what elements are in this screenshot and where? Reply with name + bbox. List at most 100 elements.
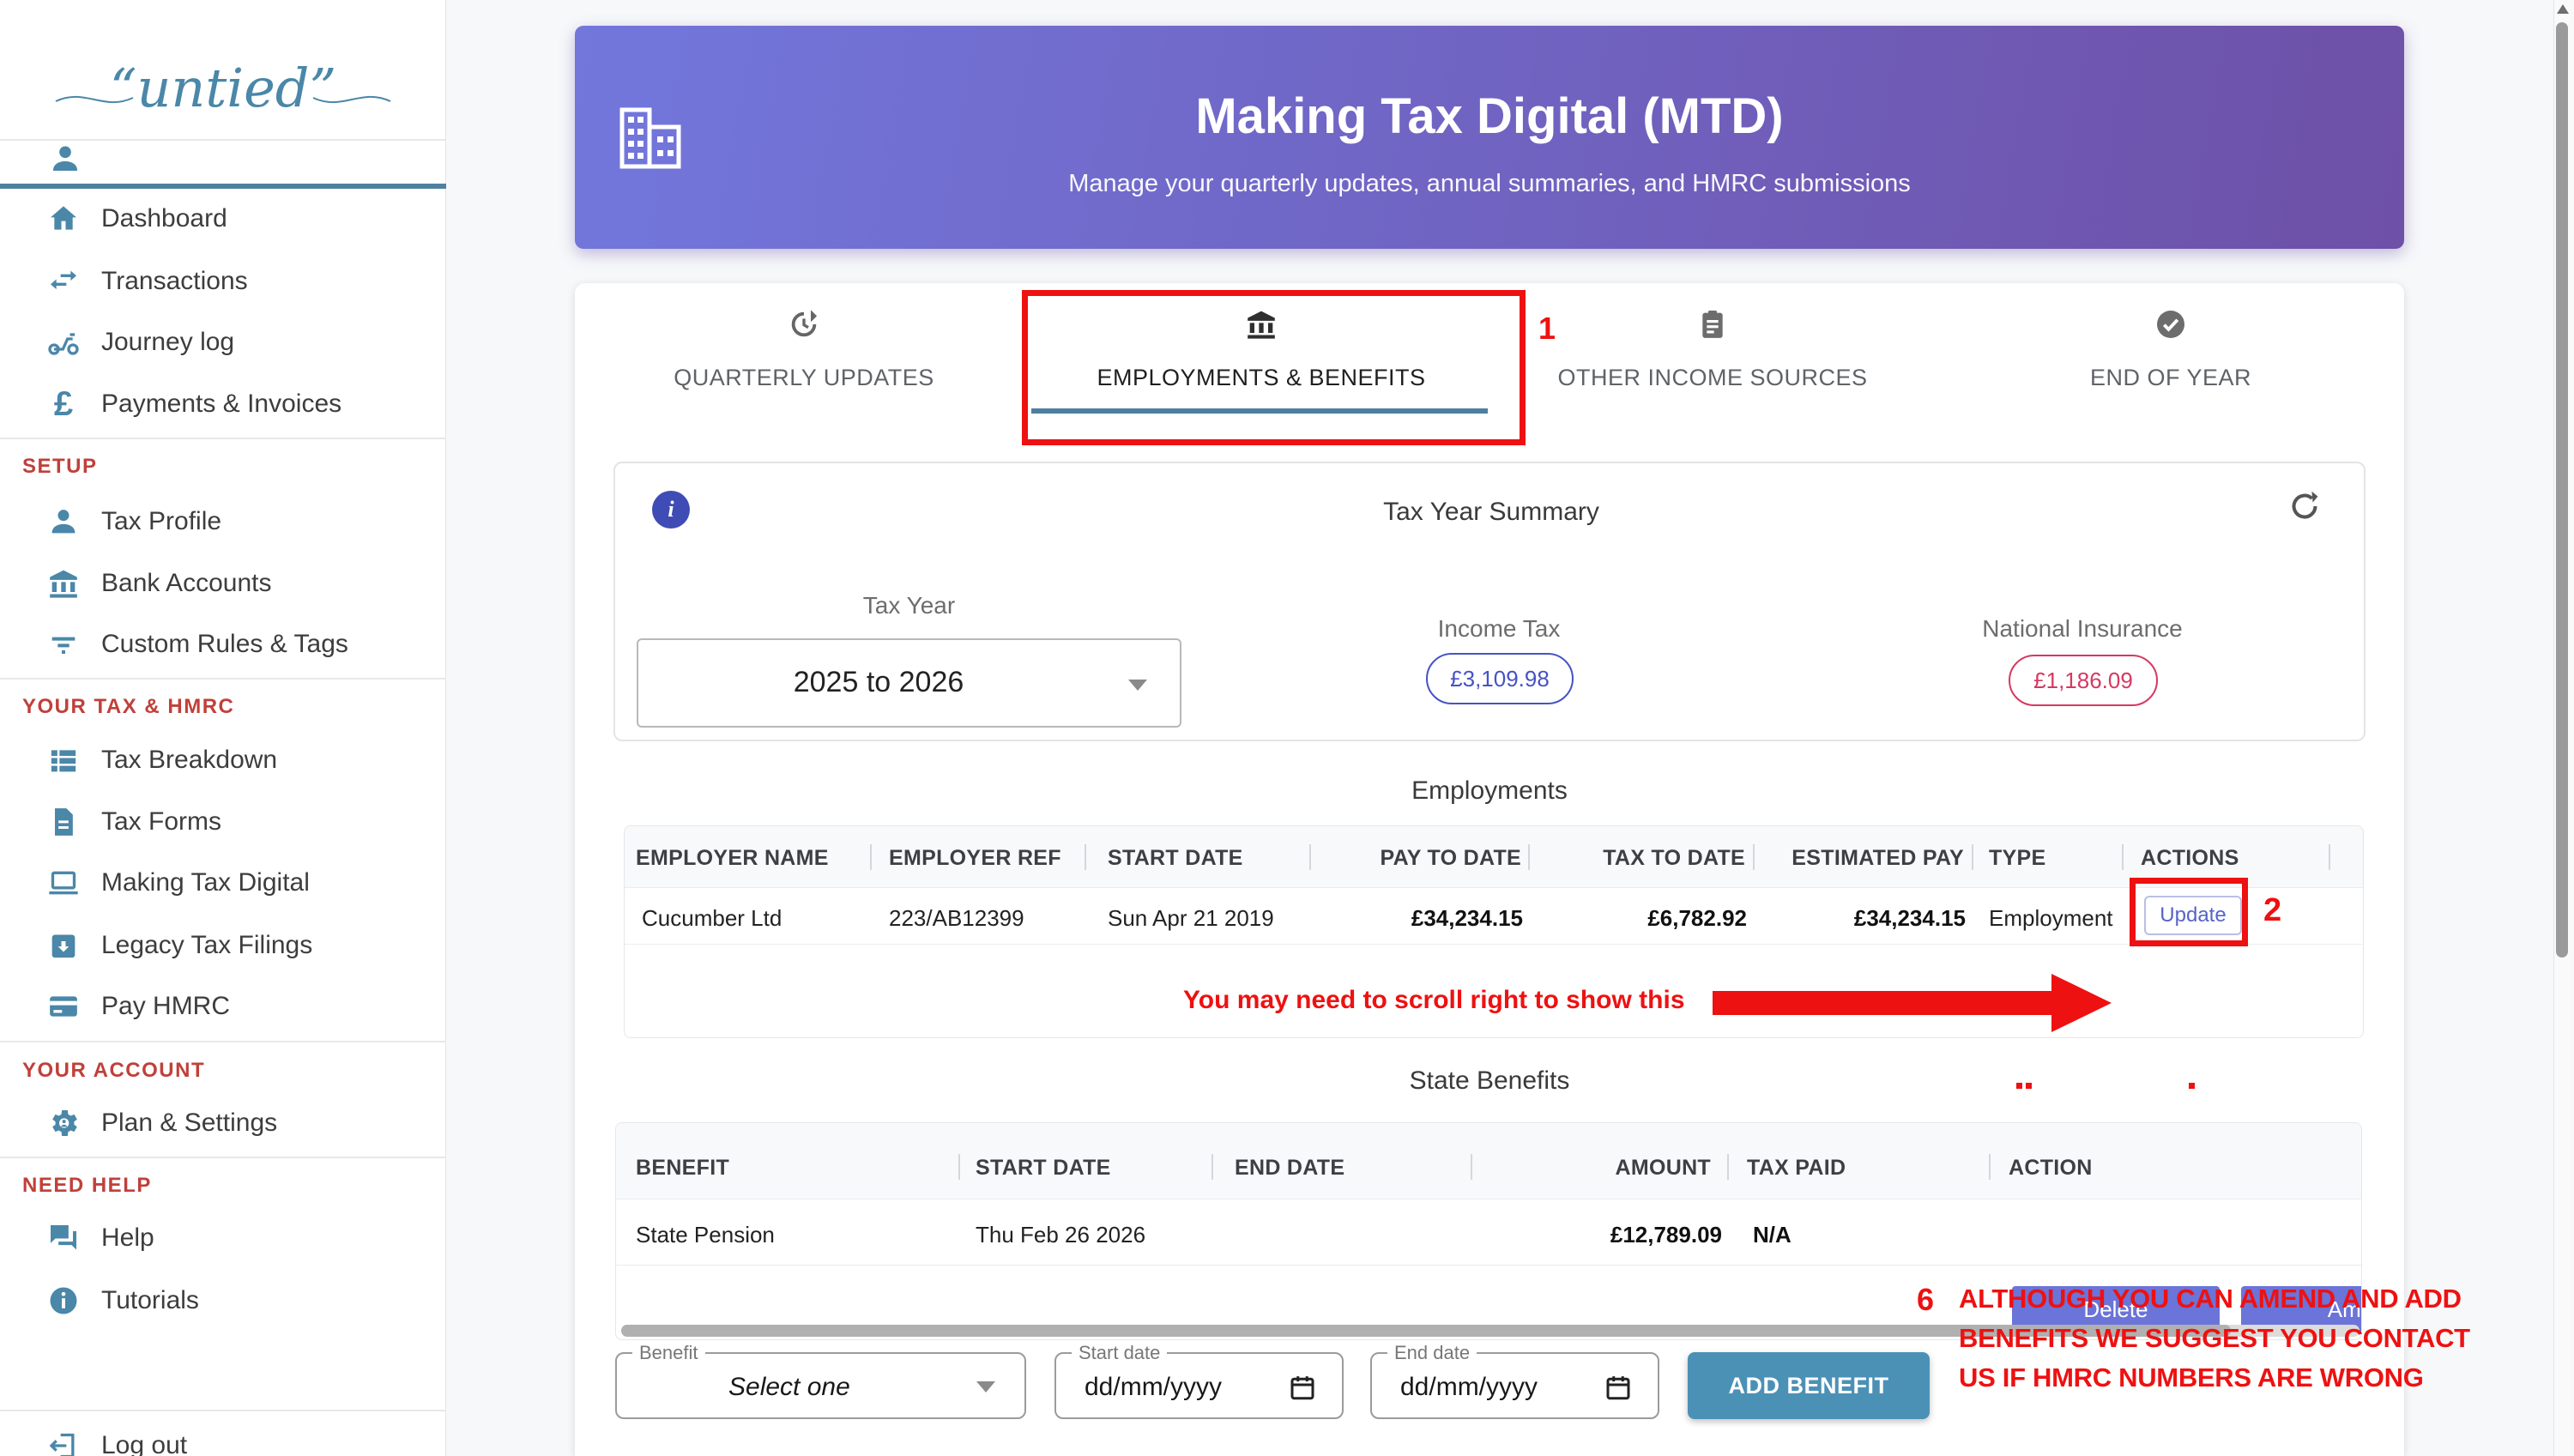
end-date-field[interactable]: End date dd/mm/yyyy — [1370, 1342, 1659, 1419]
income-tax-value: £3,109.98 — [1450, 665, 1550, 692]
column-header[interactable]: TYPE — [1989, 846, 2046, 870]
horizontal-scrollbar-thumb[interactable] — [621, 1325, 2231, 1337]
sidebar-item-custom-rules-tags[interactable]: Custom Rules & Tags — [0, 613, 446, 675]
cell-start-date: Thu Feb 26 2026 — [976, 1222, 1146, 1248]
column-header[interactable]: BENEFIT — [636, 1156, 730, 1180]
annotation-step-2: 2 — [2263, 892, 2282, 928]
column-header[interactable]: TAX PAID — [1747, 1156, 1846, 1180]
section-header-your-account: YOUR ACCOUNT — [22, 1059, 206, 1082]
benefit-select-field[interactable]: Benefit Select one — [615, 1342, 1026, 1419]
user-avatar-icon[interactable] — [47, 141, 83, 181]
logout-icon — [45, 1427, 82, 1456]
sidebar-item-bank-accounts[interactable]: Bank Accounts — [0, 553, 446, 614]
untied-logo: “untied” — [55, 57, 391, 119]
person-icon — [45, 503, 82, 541]
sidebar-item-journey-log[interactable]: Journey log — [0, 311, 446, 373]
annotation-note-line: BENEFITS WE SUGGEST YOU CONTACT — [1959, 1323, 2470, 1353]
end-date-value: dd/mm/yyyy — [1400, 1373, 1538, 1401]
divider — [0, 1157, 446, 1158]
employments-table: EMPLOYER NAME EMPLOYER REF START DATE PA… — [624, 825, 2364, 1038]
sidebar-item-tutorials[interactable]: Tutorials — [0, 1270, 446, 1332]
divider — [0, 438, 446, 439]
state-benefits-title: State Benefits — [1409, 1066, 1570, 1095]
column-divider — [1211, 1154, 1213, 1180]
cell-amount: £12,789.09 — [1610, 1222, 1722, 1248]
annotation-box-tab — [1022, 290, 1526, 445]
swap-arrows-icon — [45, 263, 82, 300]
tax-year-select[interactable]: 2025 to 2026 — [637, 638, 1181, 728]
column-divider — [1972, 844, 1973, 870]
sidebar-item-tax-forms[interactable]: Tax Forms — [0, 791, 446, 853]
sidebar-item-transactions[interactable]: Transactions — [0, 251, 446, 312]
clipboard-icon — [1695, 307, 1730, 341]
table-row: Cucumber Ltd 223/AB12399 Sun Apr 21 2019… — [625, 888, 2363, 945]
red-mark — [2026, 1083, 2032, 1089]
column-header[interactable]: ESTIMATED PAY — [1792, 846, 1964, 870]
tab-end-of-year[interactable]: END OF YEAR — [1956, 283, 2385, 438]
column-header[interactable]: EMPLOYER REF — [889, 846, 1061, 870]
scrollbar-up-arrow-icon[interactable] — [2557, 4, 2569, 14]
sidebar-item-help[interactable]: Help — [0, 1207, 446, 1269]
column-header[interactable]: ACTIONS — [2141, 846, 2239, 870]
national-insurance-label: National Insurance — [1982, 615, 2183, 642]
update-button[interactable]: Update — [2144, 896, 2242, 935]
tax-year-summary-card: i Tax Year Summary Tax Year 2025 to 2026… — [613, 462, 2366, 741]
national-insurance-badge: £1,186.09 — [2009, 655, 2158, 706]
sidebar-item-tax-breakdown[interactable]: Tax Breakdown — [0, 729, 446, 791]
cell-type: Employment — [1989, 905, 2113, 931]
sidebar-item-logout[interactable]: Log out — [0, 1415, 446, 1456]
divider — [0, 139, 446, 141]
vertical-scrollbar-thumb[interactable] — [2556, 22, 2568, 958]
column-divider — [2329, 844, 2330, 870]
cell-benefit: State Pension — [636, 1222, 775, 1248]
tab-other-income-sources[interactable]: OTHER INCOME SOURCES — [1498, 283, 1927, 438]
start-date-label: Start date — [1072, 1342, 1168, 1364]
column-divider — [1085, 844, 1086, 870]
refresh-icon[interactable] — [2286, 487, 2323, 525]
income-tax-badge: £3,109.98 — [1426, 653, 1574, 704]
tab-quarterly-updates[interactable]: QUARTERLY UPDATES — [589, 283, 1018, 438]
calendar-icon[interactable] — [1287, 1371, 1318, 1404]
divider — [0, 1041, 446, 1042]
cell-employer-name: Cucumber Ltd — [642, 905, 782, 931]
start-date-field[interactable]: Start date dd/mm/yyyy — [1054, 1342, 1344, 1419]
scooter-icon — [45, 323, 82, 361]
column-header[interactable]: AMOUNT — [1615, 1156, 1711, 1180]
horizontal-scrollbar[interactable] — [621, 1325, 2360, 1337]
sidebar-item-making-tax-digital[interactable]: Making Tax Digital — [0, 852, 446, 914]
column-divider — [1989, 1154, 1991, 1180]
annotation-arrow-head — [2051, 974, 2112, 1032]
state-benefits-table-header: BENEFIT START DATE END DATE AMOUNT TAX P… — [616, 1123, 2361, 1199]
active-tab-indicator — [1031, 408, 1488, 414]
red-mark — [2016, 1083, 2022, 1089]
content-card: QUARTERLY UPDATES EMPLOYMENTS & BENEFITS… — [575, 283, 2470, 1456]
column-divider — [2122, 844, 2124, 870]
sidebar-item-tax-profile[interactable]: Tax Profile — [0, 491, 446, 553]
tax-year-label: Tax Year — [862, 592, 956, 619]
column-header[interactable]: START DATE — [1108, 846, 1243, 870]
column-header[interactable]: TAX TO DATE — [1603, 846, 1745, 870]
column-header[interactable]: PAY TO DATE — [1380, 846, 1521, 870]
sidebar-accent-line — [0, 184, 446, 189]
sidebar-item-legacy-tax-filings[interactable]: Legacy Tax Filings — [0, 915, 446, 976]
sidebar-item-dashboard[interactable]: Dashboard — [0, 188, 446, 250]
home-icon — [45, 200, 82, 238]
annotation-scroll-note: You may need to scroll right to show thi… — [1183, 986, 1685, 1014]
annotation-step-6: 6 — [1917, 1282, 1935, 1317]
column-header[interactable]: ACTION — [2009, 1156, 2093, 1180]
section-header-setup: SETUP — [22, 455, 98, 478]
column-header[interactable]: END DATE — [1235, 1156, 1345, 1180]
tab-employments-benefits[interactable]: EMPLOYMENTS & BENEFITS — [1047, 283, 1476, 438]
info-icon[interactable]: i — [652, 491, 690, 529]
chat-icon — [45, 1219, 82, 1257]
column-header[interactable]: EMPLOYER NAME — [636, 846, 829, 870]
sidebar-item-payments-invoices[interactable]: £ Payments & Invoices — [0, 373, 446, 435]
column-header[interactable]: START DATE — [976, 1156, 1111, 1180]
sidebar-item-plan-settings[interactable]: Plan & Settings — [0, 1092, 446, 1154]
add-benefit-button[interactable]: ADD BENEFIT — [1688, 1352, 1930, 1419]
calendar-icon[interactable] — [1603, 1371, 1634, 1404]
sidebar-item-pay-hmrc[interactable]: Pay HMRC — [0, 976, 446, 1037]
info-icon — [45, 1282, 82, 1320]
column-divider — [870, 844, 872, 870]
chevron-down-icon — [1128, 680, 1147, 691]
